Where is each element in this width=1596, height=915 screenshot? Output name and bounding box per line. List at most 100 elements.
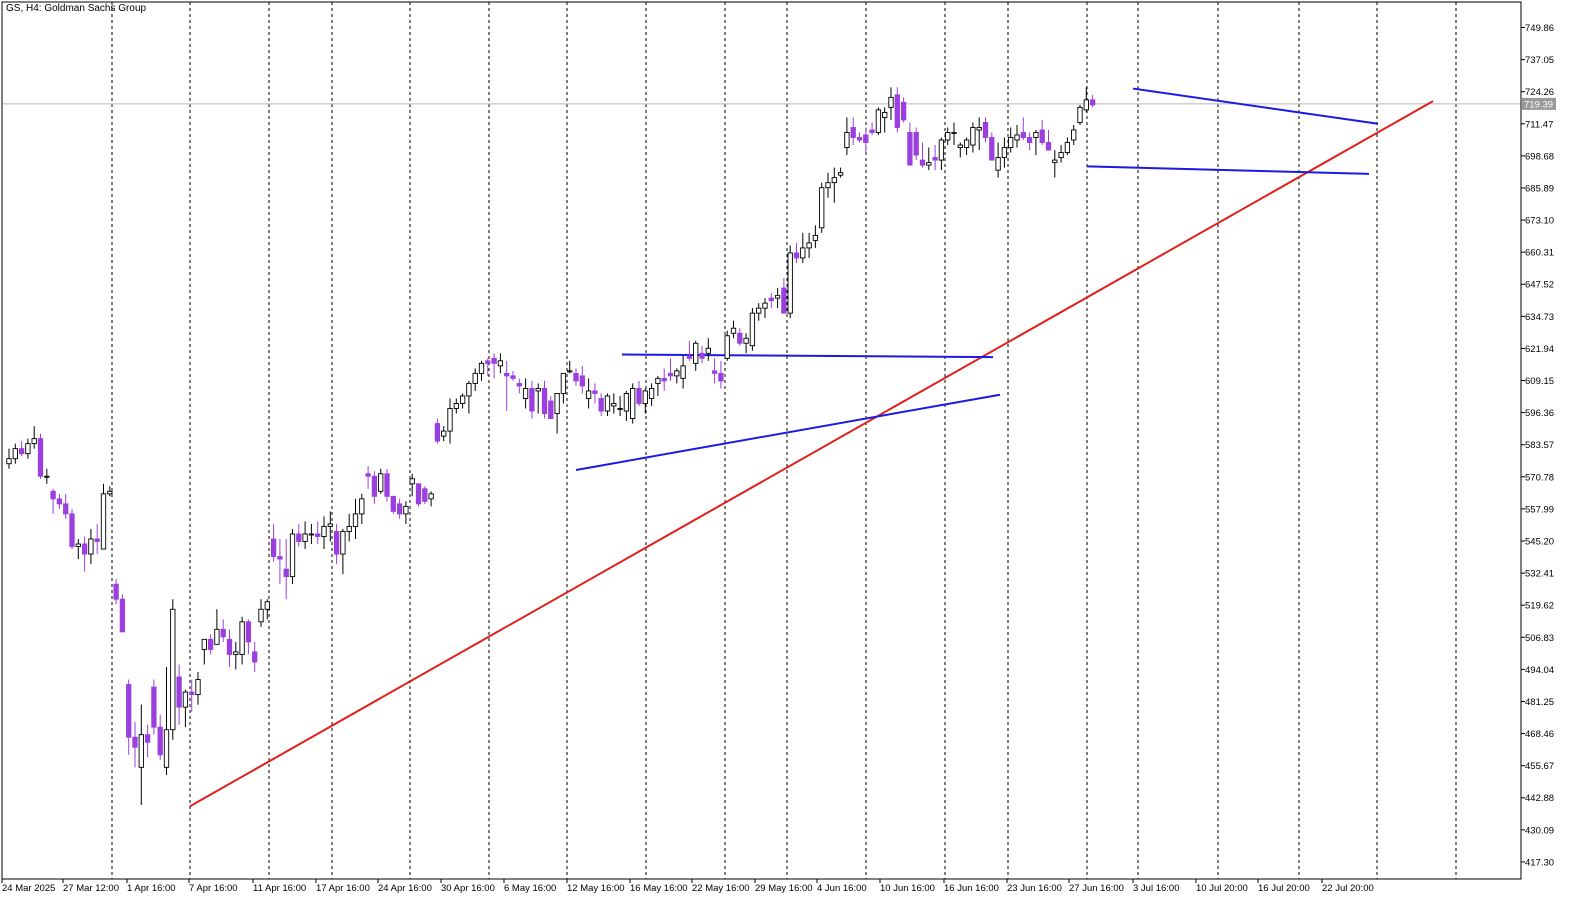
candle-body — [762, 302, 768, 309]
candle — [50, 488, 56, 514]
candle — [25, 438, 31, 459]
candle-body — [12, 448, 18, 460]
candle — [1052, 150, 1058, 178]
trendline-layer[interactable] — [189, 87, 1434, 808]
candle — [831, 167, 837, 203]
candle-body — [6, 458, 12, 465]
candle — [441, 426, 447, 442]
candle — [264, 599, 270, 620]
candle-body — [812, 234, 819, 241]
candle — [611, 393, 617, 414]
candle — [825, 172, 831, 198]
candle-body — [667, 372, 674, 377]
candle — [37, 433, 44, 479]
candle — [258, 599, 264, 627]
candle — [768, 293, 774, 309]
candle-body — [989, 137, 995, 161]
candle-body — [264, 601, 270, 610]
candle-body — [315, 533, 321, 537]
candle — [1020, 117, 1026, 141]
time-tick-label: 29 May 16:00 — [755, 883, 813, 894]
candle-body — [18, 448, 25, 455]
candle-body — [926, 162, 932, 166]
price-tick-label: 442.88 — [1525, 793, 1554, 804]
candle — [900, 97, 907, 123]
candle — [856, 132, 863, 143]
blue-trendline[interactable] — [621, 353, 994, 359]
candle — [176, 664, 182, 725]
candle-body — [100, 493, 107, 550]
candle — [989, 132, 995, 161]
candle-body — [1077, 106, 1083, 123]
candle — [277, 538, 283, 585]
time-tick-label: 1 Apr 16:00 — [127, 883, 176, 894]
candle — [239, 616, 245, 665]
blue-trendline[interactable] — [1132, 87, 1379, 125]
candle-body — [680, 365, 686, 379]
candle-body — [252, 651, 258, 663]
candle — [201, 638, 207, 665]
candle — [170, 599, 176, 740]
candle-body — [970, 127, 976, 146]
candle-body — [869, 129, 875, 133]
candle — [913, 127, 919, 161]
candle-body — [466, 382, 472, 397]
candle — [182, 689, 189, 728]
candle-body — [189, 691, 195, 696]
candle-body — [69, 513, 75, 547]
candle-body — [138, 734, 144, 768]
candle-body — [1001, 147, 1008, 159]
candle-body — [50, 490, 56, 500]
candle — [762, 298, 768, 319]
candle-body — [1083, 99, 1089, 111]
candle — [598, 393, 604, 417]
candle — [919, 142, 926, 168]
price-tick-label: 481.25 — [1525, 697, 1554, 708]
candle — [75, 538, 81, 560]
red-trendline[interactable] — [189, 100, 1434, 808]
candle — [579, 365, 585, 394]
candle — [459, 393, 466, 409]
candle-body — [132, 736, 138, 748]
candle — [951, 122, 957, 146]
candle — [516, 378, 522, 394]
price-axis[interactable]: 749.86 737.05 724.26 711.47 698.68 685.89 673.… — [1521, 23, 1554, 868]
candle-body — [88, 538, 94, 555]
price-tick-label: 583.57 — [1525, 440, 1554, 451]
candle — [415, 483, 422, 507]
candle — [730, 320, 737, 339]
candle-body — [1026, 137, 1033, 143]
candle — [718, 360, 724, 389]
candle — [674, 368, 680, 384]
time-axis[interactable]: 24 Mar 2025 27 Mar 12:00 1 Apr 16:00 7 Apr … — [1, 879, 1374, 894]
candle-body — [743, 337, 749, 344]
time-tick-label: 27 Jun 16:00 — [1069, 883, 1124, 894]
candle-body — [579, 375, 585, 387]
time-tick-label: 11 Apr 16:00 — [253, 883, 306, 894]
candle-body — [308, 533, 315, 536]
candle — [529, 380, 535, 419]
candle-body — [478, 362, 485, 374]
candle — [667, 358, 674, 381]
candle-body — [749, 312, 756, 347]
candle-body — [491, 357, 497, 364]
candle-body — [56, 498, 63, 505]
blue-trendline[interactable] — [1086, 165, 1370, 175]
candle — [44, 468, 50, 484]
candle-body — [107, 490, 113, 495]
candle-body — [31, 438, 37, 445]
time-tick-label: 12 May 16:00 — [567, 883, 625, 894]
candle-body — [1039, 129, 1045, 143]
candle — [346, 513, 352, 542]
candle-body — [296, 533, 302, 542]
price-tick-label: 609.15 — [1525, 376, 1554, 387]
candle-body — [81, 543, 88, 555]
candle-body — [642, 390, 648, 404]
candle — [875, 107, 882, 135]
candle-body — [63, 503, 69, 515]
candle — [888, 87, 894, 120]
candle — [863, 127, 869, 153]
time-tick-label: 24 Apr 16:00 — [378, 883, 432, 894]
blue-trendline[interactable] — [575, 393, 1001, 471]
